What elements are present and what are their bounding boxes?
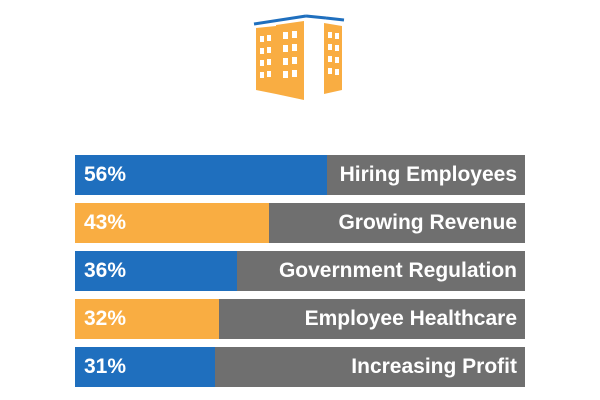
bar-category-label: Employee Healthcare [304,307,517,330]
bar-category-label: Hiring Employees [339,163,517,186]
buildings-logo-svg [253,14,345,100]
bar-value-label: 31% [84,355,127,378]
bar-fill [75,347,215,387]
bar-category-label: Increasing Profit [351,355,517,378]
bar-fill [75,299,219,339]
windows-left [260,35,271,78]
bar-row: 31% Increasing Profit [75,347,525,387]
roof-line-right [325,16,345,22]
horizontal-bar-chart: 56% Hiring Employees 43% Growing Revenue 36%… [75,155,525,395]
bar-fill [75,155,327,195]
bar-value-label: 36% [84,259,127,282]
bar-value-label: 32% [84,307,127,330]
building-right [324,23,342,94]
bar-category-label: Growing Revenue [338,211,517,234]
bar-fill [75,203,269,243]
building-center [276,21,304,100]
bar-value-label: 43% [84,211,127,234]
bar-category-label: Government Regulation [278,259,517,282]
windows-center [283,31,297,78]
roof-line-mid [305,14,327,20]
bar-row: 56% Hiring Employees [75,155,525,195]
roof-line-left [253,14,307,26]
building-left [256,26,276,94]
bar-row: 43% Growing Revenue [75,203,525,243]
windows-right [328,32,339,75]
bar-row: 36% Government Regulation [75,251,525,291]
buildings-icon [252,14,346,100]
bar-row: 32% Employee Healthcare [75,299,525,339]
bar-fill [75,251,237,291]
bar-value-label: 56% [84,163,127,186]
